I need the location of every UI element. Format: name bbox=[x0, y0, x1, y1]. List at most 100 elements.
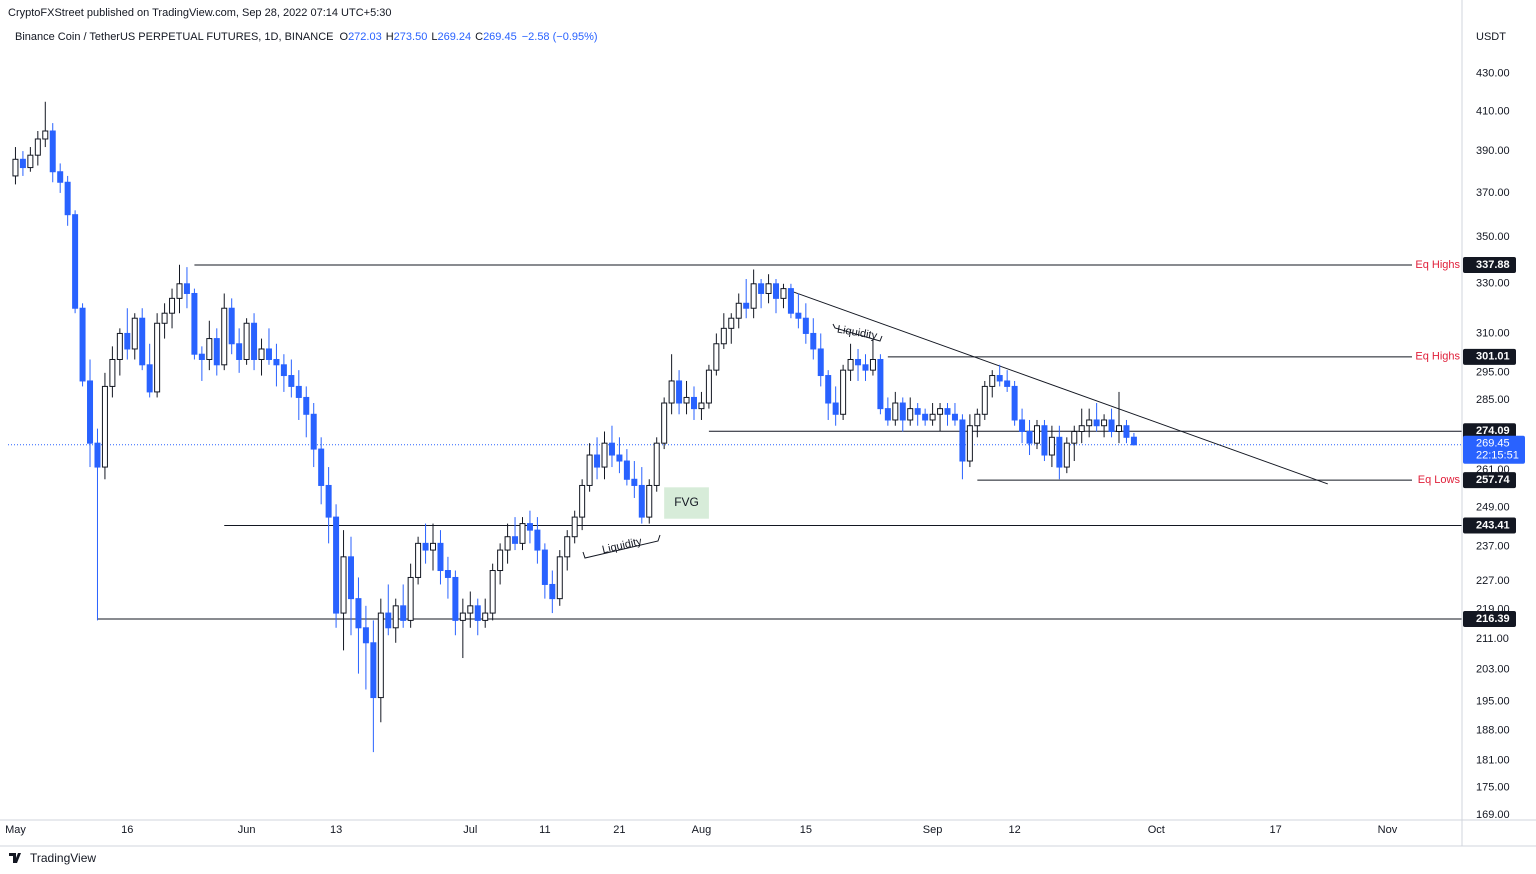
candle-body bbox=[944, 408, 951, 415]
level-price-label: 337.88 bbox=[1476, 259, 1510, 271]
candle-body bbox=[34, 138, 41, 156]
candle-body bbox=[87, 380, 94, 444]
ohlc-value: 269.45 bbox=[483, 31, 517, 43]
candle-body bbox=[795, 312, 802, 319]
candle-body bbox=[802, 317, 809, 334]
candle-body bbox=[243, 322, 250, 360]
level-note: Eq Highs bbox=[1415, 351, 1460, 363]
y-tick-label: 211.00 bbox=[1476, 633, 1509, 645]
candle-body bbox=[1130, 436, 1137, 446]
candle-body bbox=[497, 549, 504, 572]
tradingview-logo: TradingView bbox=[9, 851, 96, 865]
candle-body bbox=[295, 385, 302, 398]
candle-body bbox=[154, 322, 161, 393]
candle-body bbox=[131, 317, 138, 350]
candle-body bbox=[221, 307, 228, 366]
candle-body bbox=[683, 396, 690, 404]
x-tick-label: May bbox=[5, 824, 26, 836]
candle-body bbox=[340, 556, 347, 614]
candle-body bbox=[347, 556, 354, 600]
candle-body bbox=[64, 181, 71, 216]
candle-body bbox=[884, 408, 891, 421]
candle-body bbox=[541, 549, 548, 585]
x-tick-label: 16 bbox=[121, 824, 133, 836]
candle-body bbox=[482, 612, 489, 621]
x-tick-label: Aug bbox=[692, 824, 712, 836]
candle-body bbox=[676, 380, 683, 404]
candle-body bbox=[549, 583, 556, 600]
fvg-label: FVG bbox=[674, 495, 699, 509]
level-price-box bbox=[1463, 423, 1516, 440]
liquidity-bracket bbox=[832, 323, 883, 342]
candle-body bbox=[430, 542, 437, 551]
candle-body bbox=[810, 332, 817, 350]
y-tick-label: 249.00 bbox=[1476, 501, 1510, 513]
candle-body bbox=[280, 364, 287, 377]
y-tick-label: 330.00 bbox=[1476, 278, 1510, 290]
candle-body bbox=[698, 402, 705, 410]
candle-body bbox=[415, 542, 422, 578]
level-price-label: 301.01 bbox=[1476, 351, 1510, 363]
candle-body bbox=[467, 605, 474, 614]
candle-body bbox=[601, 442, 608, 468]
candle-body bbox=[713, 343, 720, 371]
candle-body bbox=[690, 396, 697, 410]
candle-body bbox=[608, 442, 615, 456]
candle-body bbox=[787, 288, 794, 314]
candle-body bbox=[191, 292, 198, 355]
candle-body bbox=[1011, 385, 1018, 421]
level-price-label: 257.74 bbox=[1476, 474, 1511, 486]
x-tick-label: 11 bbox=[539, 824, 550, 836]
candle-body bbox=[362, 627, 369, 644]
level-note: Eq Highs bbox=[1415, 259, 1460, 271]
candle-body bbox=[325, 484, 332, 518]
candle-body bbox=[213, 338, 220, 366]
y-tick-label: 350.00 bbox=[1476, 231, 1510, 243]
candle-body bbox=[914, 408, 921, 415]
candle-body bbox=[303, 396, 310, 415]
candle-body bbox=[355, 598, 362, 629]
candle-body bbox=[1086, 419, 1093, 427]
candle-body bbox=[377, 612, 384, 699]
candle-body bbox=[251, 322, 258, 360]
last-price-label: 269.45 bbox=[1476, 438, 1510, 450]
candle-body bbox=[452, 576, 459, 621]
y-tick-label: 390.00 bbox=[1476, 145, 1510, 157]
candle-body bbox=[526, 523, 533, 531]
symbol-header: Binance Coin / TetherUS PERPETUAL FUTURE… bbox=[15, 31, 598, 43]
candle-body bbox=[12, 158, 19, 177]
chart-title: Binance Coin / TetherUS PERPETUAL FUTURE… bbox=[15, 31, 334, 43]
candle-body bbox=[489, 570, 496, 614]
candle-body bbox=[758, 283, 765, 294]
candle-body bbox=[1123, 425, 1130, 438]
candle-body bbox=[27, 154, 34, 169]
ohlc-value: 272.03 bbox=[348, 31, 382, 43]
x-tick-label: Sep bbox=[923, 824, 943, 836]
candle-body bbox=[288, 375, 295, 387]
candle-body bbox=[996, 375, 1003, 382]
candle-body bbox=[974, 413, 981, 427]
candle-body bbox=[94, 442, 101, 468]
level-price-box bbox=[1463, 472, 1516, 489]
candle-body bbox=[907, 408, 914, 421]
candle-body bbox=[57, 171, 64, 183]
candle-body bbox=[773, 283, 780, 299]
logo-text: TradingView bbox=[30, 851, 96, 865]
candle-body bbox=[206, 338, 213, 360]
candle-body bbox=[869, 358, 876, 371]
level-price-label: 243.41 bbox=[1476, 519, 1510, 531]
last-price-box bbox=[1463, 435, 1525, 464]
candle-body bbox=[504, 536, 511, 551]
candle-body bbox=[333, 516, 340, 614]
candle-body bbox=[370, 642, 377, 699]
candle-body bbox=[892, 402, 899, 421]
ohlc-key: L bbox=[431, 31, 437, 43]
candle-body bbox=[959, 419, 966, 462]
candle-body bbox=[765, 283, 772, 294]
candle-body bbox=[1093, 419, 1100, 427]
candle-body bbox=[116, 332, 123, 360]
x-tick-label: Jul bbox=[463, 824, 477, 836]
candle-body bbox=[564, 536, 571, 558]
